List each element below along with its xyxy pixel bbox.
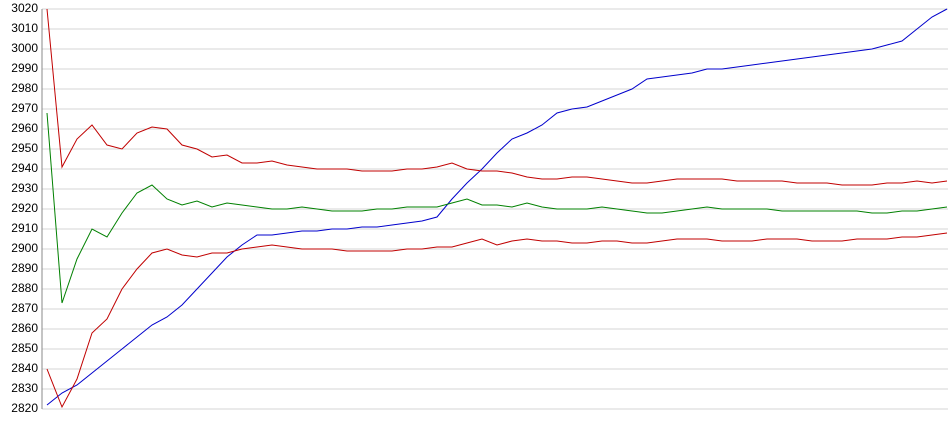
y-tick-label: 2910 — [11, 221, 38, 235]
y-tick-label: 2830 — [11, 381, 38, 395]
y-tick-label: 2990 — [11, 61, 38, 75]
y-tick-label: 3010 — [11, 21, 38, 35]
y-tick-label: 2880 — [11, 281, 38, 295]
y-tick-label: 2970 — [11, 101, 38, 115]
y-tick-label: 2980 — [11, 81, 38, 95]
series-line — [46, 8, 948, 186]
y-tick-label: 2920 — [11, 201, 38, 215]
y-tick-label: 2900 — [11, 241, 38, 255]
y-tick-label: 2870 — [11, 301, 38, 315]
y-tick-label: 2820 — [11, 401, 38, 415]
y-tick-label: 2940 — [11, 161, 38, 175]
y-tick-label: 3000 — [11, 41, 38, 55]
y-tick-label: 2850 — [11, 341, 38, 355]
y-tick-label: 2930 — [11, 181, 38, 195]
y-tick-label: 2890 — [11, 261, 38, 275]
y-tick-label: 2840 — [11, 361, 38, 375]
series-line — [46, 232, 948, 409]
y-tick-label: 3020 — [11, 1, 38, 15]
series-line — [46, 8, 948, 406]
y-tick-label: 2950 — [11, 141, 38, 155]
y-tick-label: 2960 — [11, 121, 38, 135]
y-tick-label: 2860 — [11, 321, 38, 335]
series-line — [46, 112, 948, 304]
